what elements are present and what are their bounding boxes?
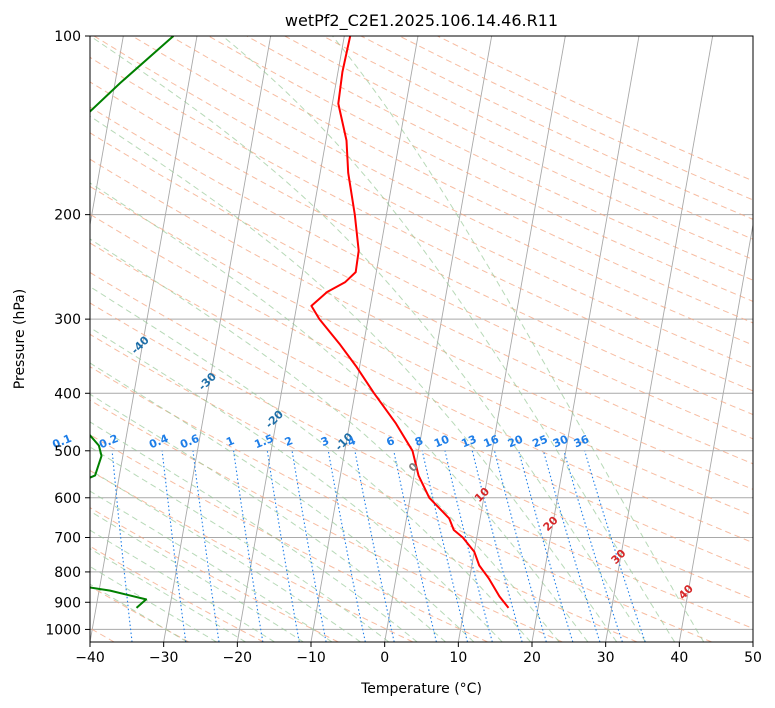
- y-axis-ticks: 100 200 300 400 500 600 700 800 900 1000: [45, 29, 90, 638]
- temperature-profile: [310, 36, 510, 609]
- isotherm-line: [752, 639, 753, 642]
- mixing-ratio-line: [111, 450, 133, 642]
- moist-adiabat: [90, 36, 647, 642]
- mixing-ratio-line: [542, 450, 601, 642]
- mixing-ratio-label: 20: [506, 433, 525, 451]
- x-tick-label: −10: [296, 650, 326, 666]
- moist-adiabat: [90, 583, 188, 642]
- x-tick-label: −40: [75, 650, 105, 666]
- dry-adiabat: [90, 366, 638, 642]
- x-tick-label: 20: [523, 650, 541, 666]
- dry-adiabat: [90, 242, 753, 571]
- isotherm-line: [236, 36, 345, 642]
- isotherm-line: [90, 36, 124, 228]
- moist-adiabat: [90, 446, 390, 642]
- x-tick-label: 0: [380, 650, 389, 666]
- mixing-ratio-line: [493, 450, 547, 642]
- isotherm-line: [678, 222, 753, 642]
- mixing-ratio-label: 25: [531, 433, 550, 451]
- mixing-ratio-line: [354, 450, 395, 642]
- y-tick-label: 600: [54, 491, 81, 507]
- x-tick-label: −30: [149, 650, 179, 666]
- mixing-ratio-label: 1: [224, 434, 236, 449]
- y-tick-label: 700: [54, 531, 81, 547]
- mixing-ratio-line: [471, 450, 523, 642]
- dry-adiabat: [90, 271, 753, 600]
- dry-adiabat: [90, 333, 712, 642]
- x-tick-label: 30: [597, 650, 615, 666]
- plot-frame: [89, 35, 754, 643]
- moist-adiabat: [90, 529, 275, 642]
- mixing-ratio-label: 10: [432, 433, 451, 451]
- mixing-ratio-line: [444, 450, 493, 642]
- moist-adiabat: [90, 393, 446, 642]
- dry-adiabat: [170, 36, 753, 324]
- x-axis-label: Temperature (°C): [360, 681, 482, 697]
- y-tick-label: 400: [54, 386, 81, 402]
- moist-adiabat: [90, 469, 361, 642]
- chart-title: wetPf2_C2E1.2025.106.14.46.R11: [285, 11, 558, 31]
- dry-adiabat: [90, 213, 753, 544]
- y-tick-label: 1000: [45, 622, 81, 638]
- y-tick-label: 200: [54, 208, 81, 224]
- plot-area: [90, 36, 753, 642]
- dry-adiabat: [90, 56, 753, 392]
- x-tick-label: 50: [744, 650, 762, 666]
- isotherm-line: [163, 36, 272, 642]
- x-axis-ticks: −40 −30 −20 −10 0 10 20 30 40 50: [75, 642, 762, 666]
- x-tick-label: 10: [449, 650, 467, 666]
- x-tick-label: 40: [670, 650, 688, 666]
- moist-adiabat: [90, 238, 560, 642]
- mixing-ratio-label: 2: [283, 434, 295, 449]
- moist-adiabat: [90, 362, 475, 642]
- x-tick-label: −20: [223, 650, 253, 666]
- moist-adiabat: [90, 548, 246, 642]
- mixing-ratio-line: [421, 450, 469, 642]
- dry-adiabat: [90, 158, 753, 490]
- sounding-profiles: [90, 36, 510, 609]
- moist-adiabat: [90, 182, 589, 642]
- dry-adiabat: [90, 185, 753, 517]
- y-axis-label: Pressure (hPa): [12, 289, 28, 389]
- isotherm-line: [457, 36, 566, 642]
- mixing-ratio-line: [327, 450, 366, 642]
- mixing-ratio-label: 36: [572, 433, 591, 451]
- dry-adiabat: [90, 434, 488, 642]
- moist-adiabat: [222, 36, 676, 642]
- mixing-ratio-line: [584, 450, 646, 642]
- y-tick-label: 900: [54, 595, 81, 611]
- y-tick-label: 800: [54, 565, 81, 581]
- mixing-ratio-label: 8: [413, 434, 425, 449]
- y-tick-label: 100: [54, 29, 81, 45]
- dry-adiabat: [90, 302, 753, 630]
- mixing-ratio-line: [563, 450, 623, 642]
- isotherm-line: [384, 36, 493, 642]
- moist-adiabat: [90, 326, 503, 642]
- y-tick-label: 300: [54, 312, 81, 328]
- dry-adiabat: [90, 399, 563, 642]
- dry-adiabat: [93, 36, 753, 369]
- mixing-ratio-lines: [111, 450, 646, 642]
- mixing-ratio-label: 16: [482, 433, 501, 451]
- mixing-ratio-line: [161, 450, 187, 642]
- dry-adiabat: [90, 507, 339, 642]
- mixing-ratio-line: [393, 450, 437, 642]
- isotherm-line: [531, 36, 640, 642]
- mixing-ratio-line: [518, 450, 574, 642]
- dry-adiabat: [90, 469, 414, 642]
- isotherm-line: [605, 36, 714, 642]
- mixing-ratio-label: 13: [459, 433, 478, 451]
- dry-adiabat: [208, 36, 753, 302]
- y-tick-label: 500: [54, 444, 81, 460]
- mixing-ratio-label: 30: [551, 433, 570, 451]
- dry-adiabat: [90, 132, 753, 465]
- moist-adiabat: [90, 421, 418, 642]
- mixing-ratio-label: 3: [319, 434, 331, 449]
- mixing-ratio-line: [192, 450, 220, 642]
